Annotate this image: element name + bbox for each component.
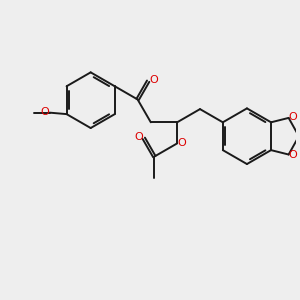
Text: O: O [40, 107, 49, 117]
Text: O: O [178, 138, 187, 148]
Text: O: O [149, 75, 158, 85]
Text: O: O [134, 132, 143, 142]
Text: O: O [289, 112, 297, 122]
Text: O: O [289, 150, 297, 160]
